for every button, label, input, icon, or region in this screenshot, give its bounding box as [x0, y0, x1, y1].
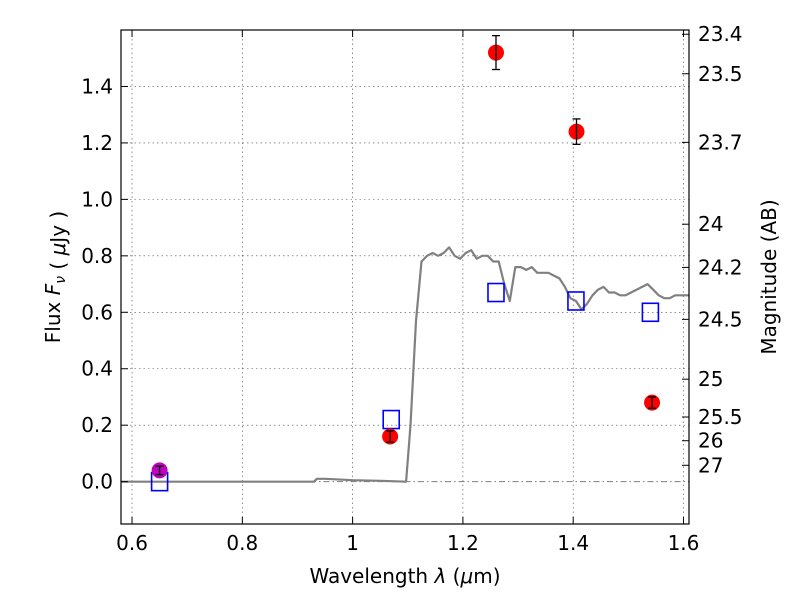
y-tick-label: 0.0	[81, 470, 113, 494]
magnitude-tick-label: 24.2	[698, 255, 743, 279]
model-flux-square	[487, 282, 505, 303]
y-tick-label: 1.2	[81, 131, 113, 155]
model-flux-square	[382, 409, 401, 430]
y-tick-label: 0.4	[81, 357, 113, 381]
x-tick-label: 1	[346, 531, 359, 555]
x-axis-title: Wavelength λ (μm)	[309, 564, 500, 588]
x-tick-label: 1.6	[668, 531, 700, 555]
right-axis-title: Magnitude (AB)	[757, 199, 781, 354]
magnitude-tick-label: 26	[698, 429, 723, 453]
y-tick-label: 0.2	[81, 413, 113, 437]
y-tick-label: 1.4	[81, 74, 113, 98]
y-axis-title: Flux Fν ( μJy )	[41, 211, 70, 343]
model-flux-square	[641, 302, 660, 323]
model-spectrum-line	[121, 246, 689, 483]
magnitude-tick-label: 25	[698, 367, 723, 391]
y-tick-label: 0.8	[81, 244, 113, 268]
magnitude-tick-label: 24.5	[698, 307, 743, 331]
magnitude-tick-label: 23.4	[698, 22, 743, 46]
series-layer	[121, 34, 689, 492]
plot-frame	[120, 29, 690, 525]
x-tick-label: 1.2	[447, 531, 479, 555]
magnitude-tick-label: 25.5	[698, 405, 743, 429]
magnitude-tick-label: 24	[698, 212, 723, 236]
magnitude-tick-label: 23.7	[698, 130, 743, 154]
grid	[121, 30, 689, 524]
y-tick-label: 1.0	[81, 187, 113, 211]
magnitude-tick-label: 23.5	[698, 62, 743, 86]
model-flux-square	[567, 291, 585, 311]
y-tick-label: 0.6	[81, 300, 113, 324]
ticks: 0.6 0.8 1 1.2 1.4 1.6 0.0 0.2 0.4 0.6 0.8 1.0 1.2 1.4…	[81, 22, 742, 555]
x-tick-label: 0.8	[226, 531, 258, 555]
x-tick-label: 0.6	[116, 531, 148, 555]
x-tick-label: 1.4	[557, 531, 589, 555]
magnitude-tick-label: 27	[698, 453, 723, 477]
